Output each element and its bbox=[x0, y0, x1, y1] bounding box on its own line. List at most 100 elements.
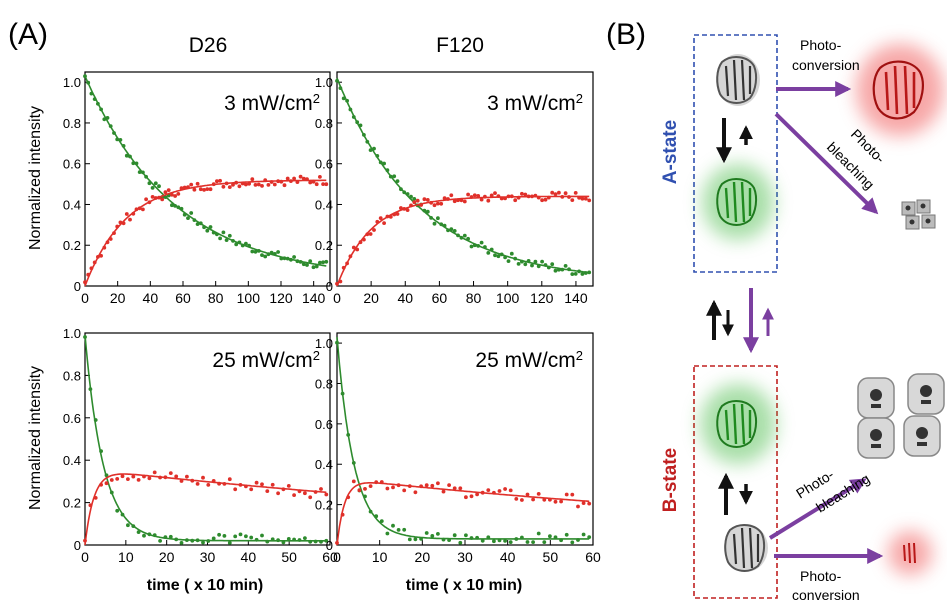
y-tick-label: 1.0 bbox=[315, 336, 333, 351]
data-point bbox=[513, 198, 518, 203]
fit-line bbox=[336, 336, 590, 540]
data-point bbox=[314, 264, 319, 269]
y-tick-label: 0.8 bbox=[315, 376, 333, 391]
data-point bbox=[462, 233, 467, 238]
data-point bbox=[514, 497, 519, 501]
data-point bbox=[142, 533, 146, 538]
x-tick-label: 0 bbox=[333, 290, 341, 306]
data-point bbox=[469, 244, 474, 249]
panel-label-a: (A) bbox=[8, 18, 48, 51]
data-point bbox=[570, 492, 575, 497]
data-point bbox=[124, 153, 129, 158]
fit-line bbox=[336, 195, 590, 287]
label-photoconversion-top-1: Photo- bbox=[800, 37, 842, 53]
data-point bbox=[205, 228, 210, 233]
data-point bbox=[385, 531, 390, 536]
data-point bbox=[479, 240, 484, 245]
data-point bbox=[509, 251, 514, 256]
column-title-f120: F120 bbox=[436, 34, 484, 57]
data-point bbox=[321, 260, 325, 265]
data-point bbox=[557, 190, 561, 195]
data-point bbox=[276, 491, 280, 496]
x-tick-label: 0 bbox=[333, 549, 341, 565]
data-point bbox=[250, 249, 255, 254]
x-tick-label: 20 bbox=[159, 549, 175, 565]
data-point bbox=[413, 490, 418, 495]
x-tick-label: 0 bbox=[81, 549, 89, 565]
data-point bbox=[466, 192, 470, 197]
data-point bbox=[559, 499, 563, 504]
plot-frame bbox=[84, 71, 331, 287]
data-point bbox=[550, 190, 555, 195]
data-point bbox=[407, 537, 412, 542]
data-point bbox=[153, 181, 158, 186]
data-point bbox=[442, 196, 447, 201]
data-point bbox=[587, 501, 592, 506]
y-tick-label: 0.2 bbox=[63, 496, 81, 511]
chart-f120-3mw: 0 20 40 60 80 100 120 140 0 0.2 0.4 0.6 0.8 1.0 3 mW/c… bbox=[315, 71, 594, 306]
data-point bbox=[449, 193, 454, 198]
x-tick-label: 40 bbox=[397, 290, 413, 306]
data-point bbox=[292, 176, 296, 181]
data-point bbox=[109, 478, 114, 482]
data-point bbox=[378, 216, 383, 221]
y-tick-label: 0.6 bbox=[63, 411, 81, 426]
y-tick-label: 0.4 bbox=[63, 453, 81, 468]
data-point bbox=[253, 183, 258, 187]
data-point bbox=[402, 488, 407, 493]
data-point bbox=[587, 535, 592, 539]
data-point bbox=[452, 199, 457, 204]
data-point bbox=[201, 540, 205, 545]
x-tick-label: 100 bbox=[496, 290, 520, 306]
data-point bbox=[286, 537, 291, 541]
data-point bbox=[503, 487, 507, 491]
x-tick-label: 80 bbox=[208, 290, 224, 306]
fit-line bbox=[336, 482, 590, 546]
data-point bbox=[357, 488, 362, 493]
data-point bbox=[447, 483, 451, 487]
data-point bbox=[395, 212, 400, 216]
data-point bbox=[531, 540, 535, 544]
data-point bbox=[543, 197, 548, 202]
data-point bbox=[570, 272, 575, 276]
data-point bbox=[382, 221, 386, 226]
a-state-label: A-state bbox=[660, 120, 681, 184]
arrow-photobleaching-bottom bbox=[768, 478, 867, 540]
data-point bbox=[120, 474, 125, 479]
data-point bbox=[249, 535, 254, 540]
data-point bbox=[126, 523, 130, 528]
data-point bbox=[298, 174, 303, 179]
x-tick-label: 10 bbox=[372, 549, 388, 565]
data-point bbox=[452, 533, 457, 538]
ylabel-top: Normalized intensity bbox=[27, 106, 44, 250]
label-photoconversion-bottom-2: conversion bbox=[792, 587, 860, 603]
data-point bbox=[520, 191, 524, 196]
data-point bbox=[206, 483, 211, 487]
data-point bbox=[115, 508, 120, 513]
x-tick-label: 30 bbox=[457, 549, 473, 565]
data-point bbox=[305, 263, 309, 267]
data-point bbox=[458, 486, 463, 491]
bleached-proteins-bottom bbox=[857, 373, 945, 459]
data-point bbox=[276, 250, 280, 254]
data-point bbox=[492, 539, 496, 544]
data-point bbox=[506, 259, 511, 263]
data-point bbox=[415, 198, 420, 203]
data-point bbox=[464, 533, 468, 538]
data-point bbox=[395, 179, 400, 184]
xlabel-right: time ( x 10 min) bbox=[406, 577, 522, 594]
data-point bbox=[173, 194, 178, 198]
y-tick-label: 1.0 bbox=[63, 75, 81, 90]
data-point bbox=[412, 200, 417, 205]
data-point bbox=[479, 197, 484, 202]
data-point bbox=[436, 481, 440, 486]
data-point bbox=[260, 184, 264, 188]
y-tick-label: 1.0 bbox=[63, 326, 81, 341]
data-point bbox=[272, 182, 277, 187]
data-point bbox=[497, 489, 502, 493]
data-point bbox=[233, 487, 238, 492]
data-point bbox=[303, 536, 307, 540]
data-point bbox=[221, 184, 226, 189]
data-point bbox=[260, 482, 264, 487]
